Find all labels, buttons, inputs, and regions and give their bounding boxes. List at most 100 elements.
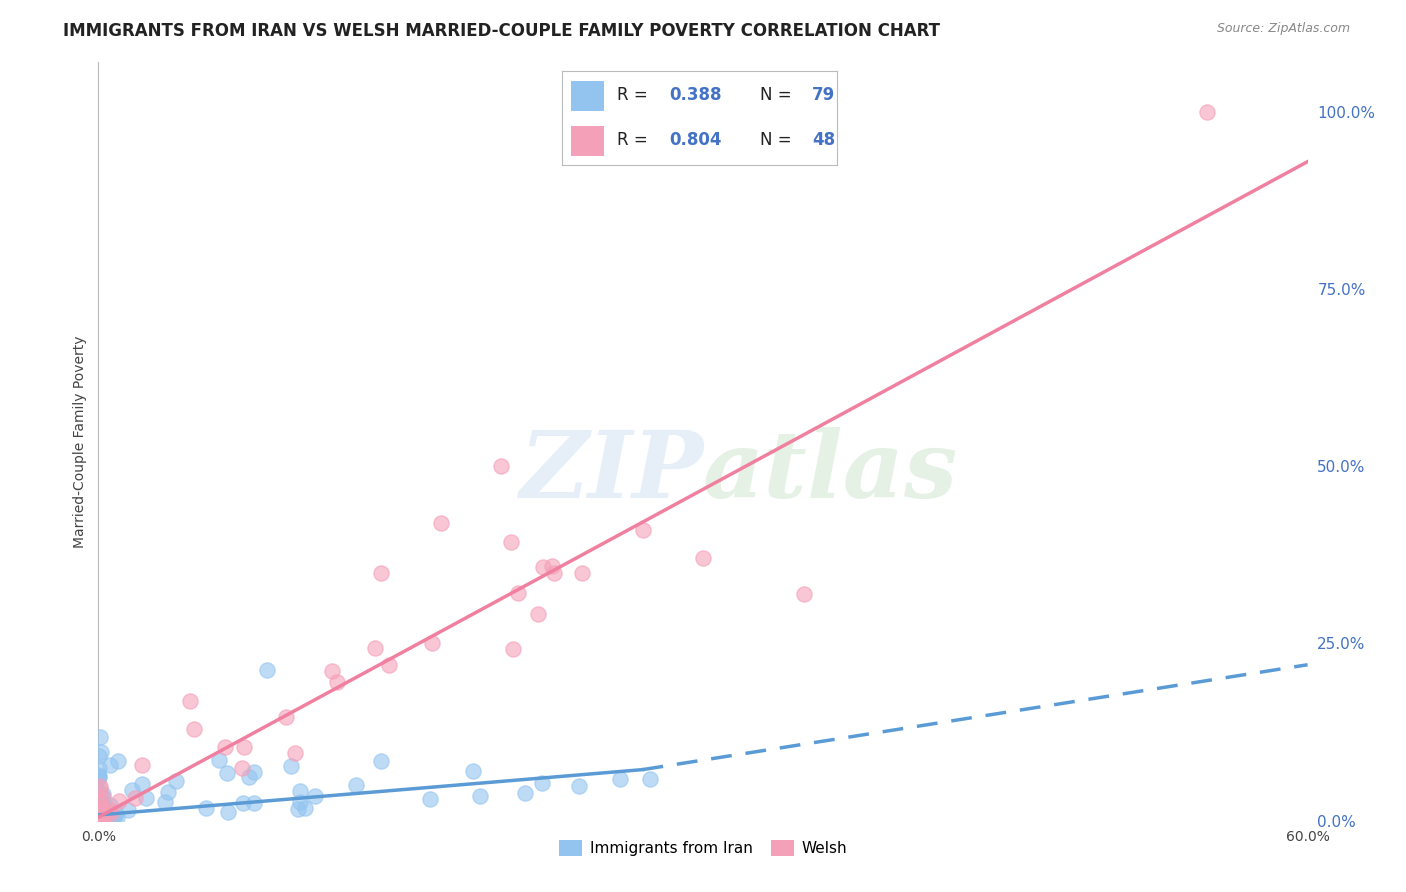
- Point: [541, 558, 564, 573]
- Point: [364, 641, 387, 656]
- Point: [531, 560, 554, 574]
- Point: [90, 812, 112, 826]
- Point: [631, 523, 654, 537]
- Point: [91, 799, 114, 814]
- Legend: Immigrants from Iran, Welsh: Immigrants from Iran, Welsh: [553, 834, 853, 863]
- Point: [89, 782, 111, 797]
- Point: [288, 796, 311, 810]
- Point: [96, 803, 118, 817]
- Bar: [571, 126, 603, 156]
- Point: [105, 805, 128, 820]
- Bar: [571, 81, 603, 111]
- Point: [93, 798, 115, 813]
- Point: [243, 764, 266, 779]
- Point: [513, 786, 536, 800]
- Point: [89, 810, 111, 824]
- Point: [325, 675, 347, 690]
- Point: [89, 805, 111, 819]
- Point: [131, 757, 153, 772]
- Point: [692, 551, 714, 566]
- Point: [217, 805, 239, 819]
- Point: [89, 801, 111, 815]
- Point: [377, 657, 399, 672]
- Point: [94, 808, 117, 822]
- Point: [98, 798, 121, 813]
- Point: [96, 805, 118, 820]
- Text: 48: 48: [811, 131, 835, 149]
- Point: [91, 787, 114, 801]
- Point: [430, 516, 453, 530]
- Point: [91, 805, 114, 820]
- Point: [87, 749, 110, 764]
- Text: Source: ZipAtlas.com: Source: ZipAtlas.com: [1216, 22, 1350, 36]
- Point: [287, 802, 309, 816]
- Point: [93, 810, 115, 824]
- Point: [94, 810, 117, 824]
- Point: [232, 796, 254, 810]
- Point: [256, 663, 278, 677]
- Point: [98, 757, 121, 772]
- Point: [370, 755, 392, 769]
- Point: [98, 804, 121, 818]
- Point: [98, 812, 121, 826]
- Point: [294, 801, 316, 815]
- Point: [543, 566, 565, 580]
- Point: [87, 812, 110, 826]
- Point: [89, 730, 111, 744]
- Point: [87, 769, 110, 783]
- Point: [280, 759, 302, 773]
- Point: [91, 790, 114, 805]
- Point: [276, 709, 298, 723]
- Point: [90, 811, 112, 825]
- Text: 79: 79: [811, 86, 835, 103]
- Text: R =: R =: [617, 131, 654, 149]
- Point: [217, 766, 239, 780]
- Point: [568, 779, 591, 793]
- Point: [506, 586, 529, 600]
- Point: [90, 813, 112, 827]
- Point: [91, 805, 114, 819]
- Point: [135, 790, 157, 805]
- Point: [491, 459, 513, 474]
- Point: [87, 786, 110, 800]
- Point: [124, 791, 146, 805]
- Point: [526, 607, 548, 622]
- Point: [89, 770, 111, 784]
- Point: [91, 795, 114, 809]
- Point: [233, 739, 256, 754]
- Point: [243, 796, 266, 810]
- Point: [153, 795, 176, 809]
- Point: [87, 813, 110, 827]
- Text: ZIP: ZIP: [519, 427, 703, 516]
- Point: [89, 813, 111, 827]
- Point: [100, 806, 122, 821]
- Point: [793, 587, 815, 601]
- Point: [90, 745, 112, 759]
- Text: atlas: atlas: [703, 427, 959, 516]
- Point: [179, 694, 201, 708]
- Point: [530, 775, 553, 789]
- Point: [640, 772, 662, 786]
- Point: [93, 808, 115, 822]
- Point: [284, 746, 307, 760]
- Point: [87, 784, 110, 798]
- Point: [461, 764, 484, 779]
- Point: [321, 664, 343, 678]
- Point: [609, 772, 631, 787]
- Point: [105, 810, 128, 824]
- Point: [131, 777, 153, 791]
- Point: [89, 813, 111, 827]
- Point: [183, 722, 205, 736]
- Text: 0.804: 0.804: [669, 131, 721, 149]
- Point: [103, 809, 125, 823]
- Point: [344, 778, 367, 792]
- Point: [89, 806, 111, 821]
- Point: [87, 805, 110, 820]
- Point: [91, 805, 114, 820]
- Point: [90, 813, 112, 827]
- Point: [107, 754, 129, 768]
- Point: [157, 785, 180, 799]
- Point: [502, 642, 524, 657]
- Point: [108, 794, 131, 808]
- Point: [89, 808, 111, 822]
